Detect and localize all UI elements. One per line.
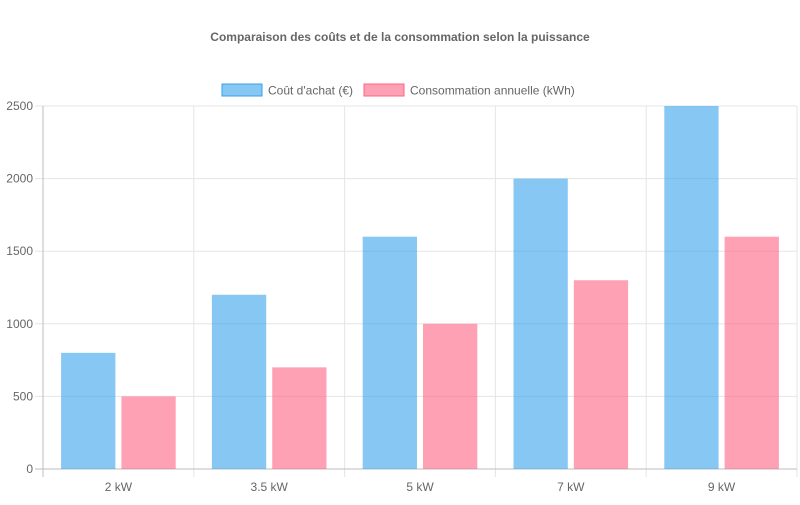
- legend-swatch-purchase-cost: [221, 83, 263, 97]
- legend-label-annual-consumption: Consommation annuelle (kWh): [410, 84, 575, 98]
- y-tick-label: 2000: [6, 172, 33, 186]
- bar-annual-consumption[interactable]: [121, 396, 176, 469]
- x-tick-label: 2 kW: [105, 480, 133, 494]
- chart-title: Comparaison des coûts et de la consommat…: [210, 30, 590, 44]
- y-tick-label: 0: [26, 462, 33, 476]
- legend-label-purchase-cost: Coût d'achat (€): [268, 84, 353, 98]
- bar-annual-consumption[interactable]: [573, 280, 629, 469]
- bar-purchase-cost[interactable]: [664, 106, 719, 469]
- legend-item-purchase-cost[interactable]: Coût d'achat (€): [221, 83, 353, 98]
- bar-purchase-cost[interactable]: [211, 294, 267, 469]
- y-axis-ticks: 0 500 1000 1500 2000 2500: [6, 99, 33, 476]
- y-tick-label: 1000: [6, 317, 33, 331]
- x-tick-label: 7 kW: [557, 480, 585, 494]
- legend-swatch-annual-consumption: [363, 83, 405, 97]
- y-tick-label: 2500: [6, 99, 33, 113]
- x-tick-label: 5 kW: [406, 480, 434, 494]
- x-tick-label: 9 kW: [708, 480, 736, 494]
- bars: [61, 106, 779, 469]
- bar-purchase-cost[interactable]: [61, 352, 116, 469]
- bar-annual-consumption[interactable]: [724, 236, 779, 469]
- x-axis-ticks: 2 kW 3.5 kW 5 kW 7 kW 9 kW: [105, 480, 736, 494]
- bar-purchase-cost[interactable]: [513, 178, 568, 469]
- y-tick-label: 500: [13, 389, 33, 403]
- bar-annual-consumption[interactable]: [272, 367, 327, 469]
- y-tick-label: 1500: [6, 244, 33, 258]
- bar-annual-consumption[interactable]: [423, 323, 478, 469]
- legend: Coût d'achat (€) Consommation annuelle (…: [221, 83, 575, 98]
- bar-purchase-cost[interactable]: [362, 236, 417, 469]
- legend-item-annual-consumption[interactable]: Consommation annuelle (kWh): [363, 83, 575, 98]
- x-tick-label: 3.5 kW: [251, 480, 289, 494]
